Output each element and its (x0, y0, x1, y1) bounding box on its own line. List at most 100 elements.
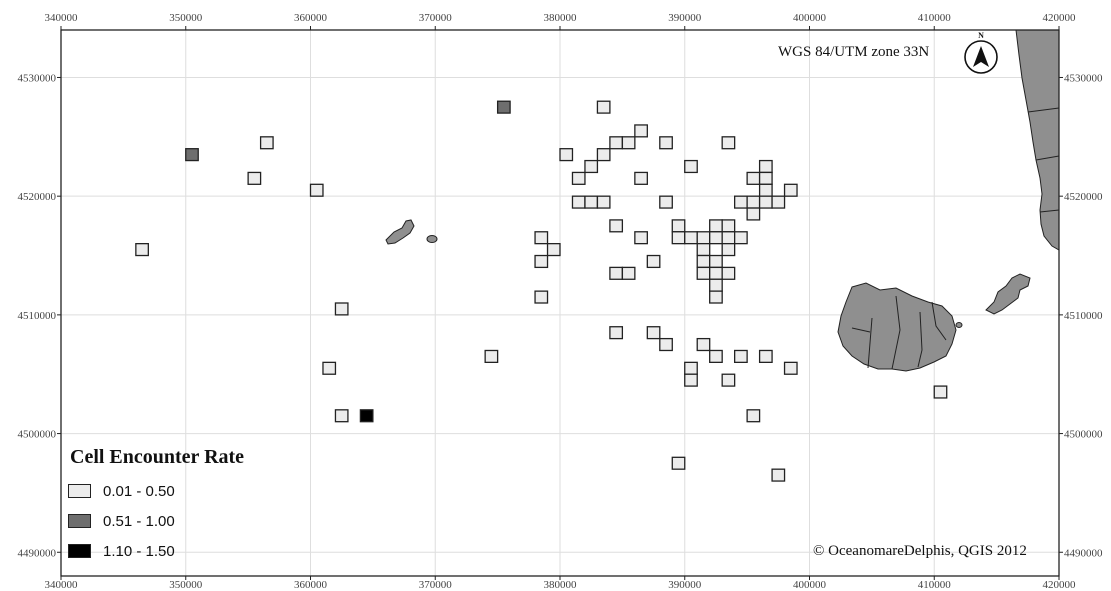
survey-cell-low (758, 195, 773, 209)
survey-cell-low (135, 243, 149, 257)
y-tick-label-left: 4490000 (18, 547, 57, 559)
survey-cell-low (709, 254, 723, 269)
y-tick-label-right: 4510000 (1064, 310, 1103, 322)
survey-cell-low (721, 136, 736, 150)
survey-cell-high (359, 409, 374, 423)
survey-cell-low (721, 231, 736, 245)
survey-cell-low (684, 159, 698, 174)
north-arrow-label: N (978, 31, 984, 40)
survey-cell-low (646, 254, 661, 269)
survey-cell-low (696, 266, 711, 280)
x-tick-label-top: 360000 (294, 12, 328, 24)
survey-cell-low (571, 171, 586, 185)
legend: Cell Encounter Rate 0.01 - 0.50 0.51 - 1… (68, 446, 288, 564)
survey-cell-low (783, 183, 798, 197)
survey-cell-low (734, 195, 748, 209)
x-tick-label-bottom: 390000 (668, 579, 702, 591)
island-large (837, 282, 957, 372)
legend-item: 0.01 - 0.50 (68, 476, 288, 506)
survey-cell-low (334, 409, 349, 423)
survey-cell-low (322, 361, 337, 375)
y-tick-label-left: 4500000 (18, 429, 57, 441)
legend-item: 1.10 - 1.50 (68, 536, 288, 566)
survey-cell-low (634, 171, 648, 185)
survey-cell-low (634, 124, 648, 138)
survey-cell-low (671, 231, 686, 245)
survey-cell-low (709, 266, 723, 280)
survey-cell-low (609, 219, 624, 233)
survey-cell-low (709, 278, 723, 292)
island-small-west (385, 219, 415, 245)
legend-swatch-high (68, 544, 91, 558)
survey-cell-low (771, 468, 786, 482)
survey-cell-low (596, 100, 611, 114)
survey-cell-low (783, 361, 798, 375)
y-tick-label-right: 4500000 (1064, 429, 1103, 441)
survey-cell-low (609, 136, 624, 150)
y-tick-label-left: 4520000 (18, 191, 57, 203)
survey-cell-mid (185, 148, 199, 162)
survey-cell-low (758, 183, 773, 197)
survey-cell-low (734, 231, 748, 245)
survey-cell-low (546, 243, 561, 257)
axis-ticks: 340000 340000 350000 350000 360000 360000 3700… (18, 12, 1104, 591)
survey-cell-low (684, 361, 698, 375)
y-tick-label-right: 4530000 (1064, 72, 1103, 84)
survey-cell-low (684, 373, 698, 387)
legend-label-low: 0.01 - 0.50 (103, 482, 175, 500)
x-tick-label-bottom: 380000 (544, 579, 578, 591)
x-tick-label-bottom: 400000 (793, 579, 827, 591)
survey-cell-low (534, 254, 549, 269)
x-tick-label-top: 400000 (793, 12, 827, 24)
survey-cell-low (309, 183, 324, 197)
survey-cell-low (659, 195, 673, 209)
survey-cell-low (758, 159, 773, 174)
survey-cell-low (696, 231, 711, 245)
x-tick-label-top: 410000 (918, 12, 952, 24)
survey-cell-low (621, 136, 636, 150)
survey-cell-low (933, 385, 948, 399)
survey-cell-low (771, 195, 786, 209)
survey-cell-low (721, 243, 736, 257)
y-tick-label-right: 4490000 (1064, 547, 1103, 559)
survey-cell-low (534, 290, 549, 304)
y-tick-label-right: 4520000 (1064, 191, 1103, 203)
survey-cell-low (634, 231, 648, 245)
survey-cell-low (584, 195, 599, 209)
survey-cell-low (734, 349, 748, 363)
survey-cell-low (721, 219, 736, 233)
survey-cell-low (684, 231, 698, 245)
coastline-layer (385, 29, 1060, 372)
survey-cell-low (584, 159, 599, 174)
x-tick-label-top: 380000 (544, 12, 578, 24)
survey-cell-low (259, 136, 274, 150)
x-tick-label-top: 350000 (169, 12, 203, 24)
islet-west (426, 235, 438, 243)
survey-cell-low (559, 148, 574, 162)
survey-cell-mid (496, 100, 511, 114)
x-tick-label-bottom: 420000 (1043, 579, 1077, 591)
survey-cell-low (609, 266, 624, 280)
legend-label-high: 1.10 - 1.50 (103, 542, 175, 560)
island-large-boundaries (851, 295, 947, 370)
survey-cell-low (646, 326, 661, 340)
survey-cell-low (758, 349, 773, 363)
x-tick-label-top: 390000 (668, 12, 702, 24)
x-tick-label-bottom: 370000 (419, 579, 453, 591)
survey-cell-low (746, 195, 761, 209)
north-arrow-icon: N (964, 31, 998, 74)
survey-cell-low (696, 337, 711, 352)
survey-cell-low (671, 219, 686, 233)
island-small-east (985, 273, 1031, 315)
survey-cell-low (746, 409, 761, 423)
survey-cell-low (659, 136, 673, 150)
survey-cell-low (609, 326, 624, 340)
legend-title: Cell Encounter Rate (70, 446, 245, 468)
mainland-border-a (1027, 107, 1060, 113)
survey-cell-low (696, 243, 711, 257)
survey-cell-low (334, 302, 349, 316)
legend-swatch-mid (68, 514, 91, 528)
credit-label: © OceanomareDelphis, QGIS 2012 (813, 543, 1027, 559)
survey-cell-low (571, 195, 586, 209)
